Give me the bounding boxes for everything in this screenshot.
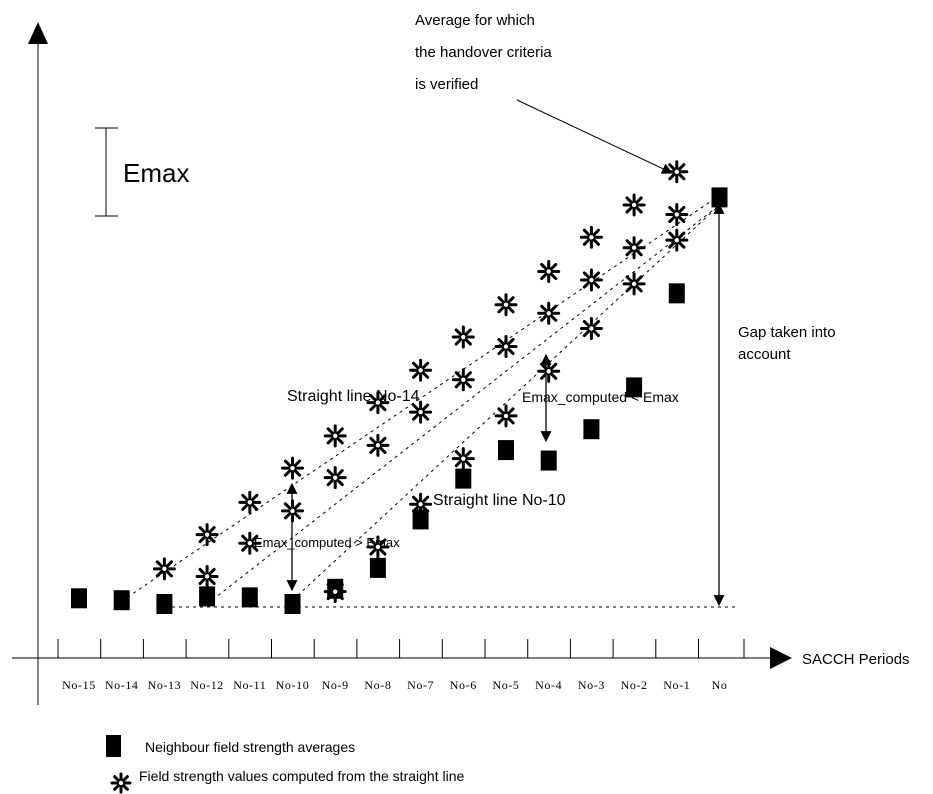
legend-star-icon bbox=[110, 772, 132, 794]
x-axis-arrowhead bbox=[770, 647, 792, 669]
average-square bbox=[284, 594, 301, 614]
x-tick-label: No-6 bbox=[450, 678, 477, 692]
line14-label: Straight line No-14 bbox=[287, 388, 420, 405]
computed-star bbox=[323, 466, 347, 490]
computed-star bbox=[665, 228, 689, 252]
average-square bbox=[369, 557, 386, 578]
average-square bbox=[626, 377, 643, 398]
computed-star bbox=[451, 447, 475, 471]
computed-star bbox=[110, 772, 132, 794]
gap-annotation-line1: Gap taken into bbox=[738, 324, 836, 341]
average-annotation-line1: Average for which bbox=[415, 12, 535, 29]
computed-star bbox=[494, 404, 518, 428]
average-square bbox=[199, 586, 216, 607]
computed-star bbox=[665, 203, 689, 226]
computed-star bbox=[537, 301, 561, 325]
legend: Neighbour field strength averages Field … bbox=[106, 735, 464, 794]
computed-star bbox=[238, 531, 262, 555]
computed-star bbox=[323, 580, 347, 604]
x-tick-label: No-4 bbox=[535, 678, 562, 692]
computed-star bbox=[537, 359, 561, 383]
line14-offset-fit bbox=[206, 204, 720, 605]
line10-label: Straight line No-10 bbox=[433, 492, 566, 509]
computed-star bbox=[152, 557, 176, 581]
x-tick-label: No-13 bbox=[148, 678, 182, 692]
average-square bbox=[113, 590, 130, 611]
line14-fit bbox=[121, 195, 720, 602]
straight-fit-lines bbox=[121, 195, 720, 605]
computed-star bbox=[409, 358, 433, 382]
computed-star bbox=[579, 268, 603, 292]
x-tick-label: No-3 bbox=[578, 678, 605, 692]
legend-squares-label: Neighbour field strength averages bbox=[145, 739, 355, 755]
x-tick-label: No-9 bbox=[322, 678, 349, 692]
average-pointer-arrow bbox=[516, 99, 673, 174]
computed-star bbox=[451, 325, 475, 349]
y-axis-arrowhead bbox=[28, 22, 48, 44]
average-square bbox=[156, 594, 173, 614]
computed-star bbox=[579, 317, 603, 340]
computed-star bbox=[409, 492, 433, 516]
x-tick-label: No-14 bbox=[105, 678, 139, 692]
average-square bbox=[668, 283, 685, 304]
emax-scale-bar bbox=[95, 127, 118, 217]
x-tick-label: No-10 bbox=[276, 678, 310, 692]
average-square bbox=[71, 588, 87, 609]
computed-star bbox=[409, 400, 433, 424]
computed-star bbox=[622, 193, 646, 217]
x-tick-label: No-7 bbox=[407, 678, 434, 692]
average-square bbox=[540, 450, 557, 471]
computed-star bbox=[366, 535, 390, 559]
x-axis-ticks: No-15 No-14 No-13 No-12 No-11 No-10 No-9 No-8 No… bbox=[57, 639, 745, 692]
computed-star bbox=[579, 225, 603, 249]
average-square bbox=[711, 187, 728, 208]
computed-star bbox=[451, 368, 475, 392]
x-tick-label: No-1 bbox=[663, 678, 690, 692]
computed-star bbox=[665, 160, 689, 184]
x-tick-label: No-8 bbox=[364, 678, 391, 692]
computed-star bbox=[494, 335, 518, 359]
computed-star bbox=[622, 272, 646, 296]
legend-stars-label: Field strength values computed from the … bbox=[139, 768, 464, 784]
average-square bbox=[498, 440, 514, 461]
x-tick-label: No bbox=[712, 678, 728, 692]
average-square bbox=[412, 509, 429, 530]
computed-star bbox=[195, 523, 219, 547]
average-square bbox=[241, 587, 258, 608]
legend-square-icon bbox=[106, 735, 121, 757]
computed-star bbox=[281, 499, 304, 523]
x-tick-label: No-5 bbox=[492, 678, 519, 692]
x-tick-label: No-15 bbox=[62, 678, 96, 692]
x-tick-label: No-11 bbox=[233, 678, 266, 692]
computed-star bbox=[281, 456, 304, 480]
average-square bbox=[583, 419, 600, 440]
line10-fit bbox=[292, 204, 720, 601]
gap-annotation-line2: account bbox=[738, 346, 791, 363]
average-annotation-line3: is verified bbox=[415, 76, 478, 93]
computed-star bbox=[366, 391, 390, 415]
computed-markers bbox=[152, 160, 689, 604]
emax-label: Emax bbox=[123, 158, 189, 188]
computed-star bbox=[494, 293, 518, 317]
computed-star bbox=[537, 260, 561, 283]
average-annotation-line2: the handover criteria bbox=[415, 44, 552, 61]
x-tick-label: No-2 bbox=[621, 678, 648, 692]
computed-star bbox=[622, 236, 646, 260]
computed-star bbox=[238, 490, 262, 514]
emax-less-label: Emax_computed < Emax bbox=[522, 389, 679, 405]
computed-star bbox=[195, 564, 219, 588]
emax-greater-label: Emax_computed > Emax bbox=[254, 535, 400, 550]
average-square bbox=[455, 468, 472, 489]
computed-star bbox=[366, 433, 390, 457]
x-axis-label: SACCH Periods bbox=[802, 651, 910, 668]
x-tick-label: No-12 bbox=[190, 678, 224, 692]
computed-star bbox=[323, 424, 347, 448]
